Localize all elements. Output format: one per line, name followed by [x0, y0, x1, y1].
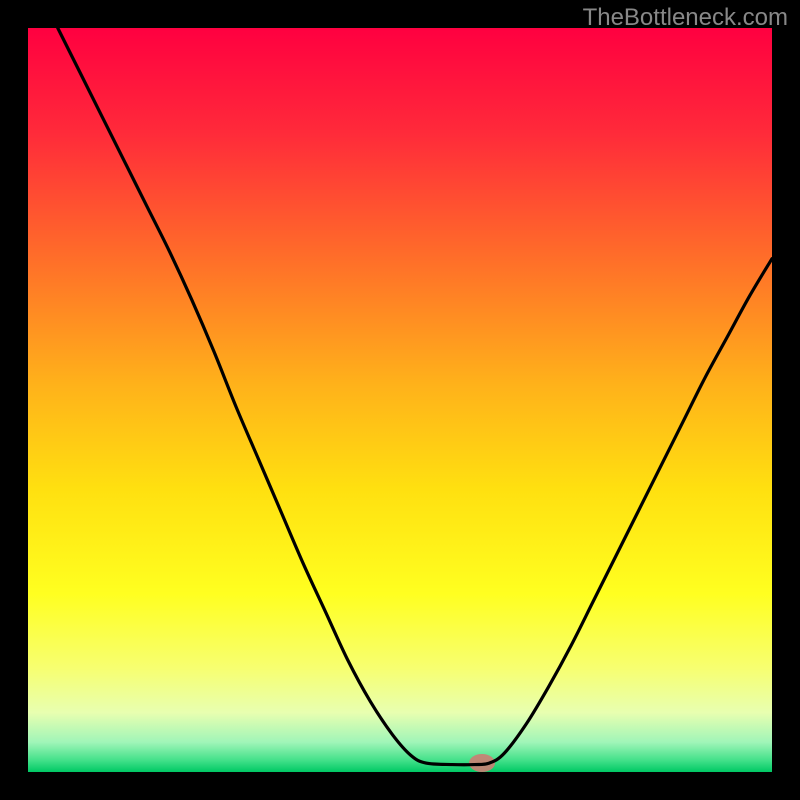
stage: TheBottleneck.com	[0, 0, 800, 800]
chart-area	[28, 28, 772, 772]
bottleneck-curve	[28, 28, 772, 772]
watermark-text: TheBottleneck.com	[583, 4, 788, 32]
